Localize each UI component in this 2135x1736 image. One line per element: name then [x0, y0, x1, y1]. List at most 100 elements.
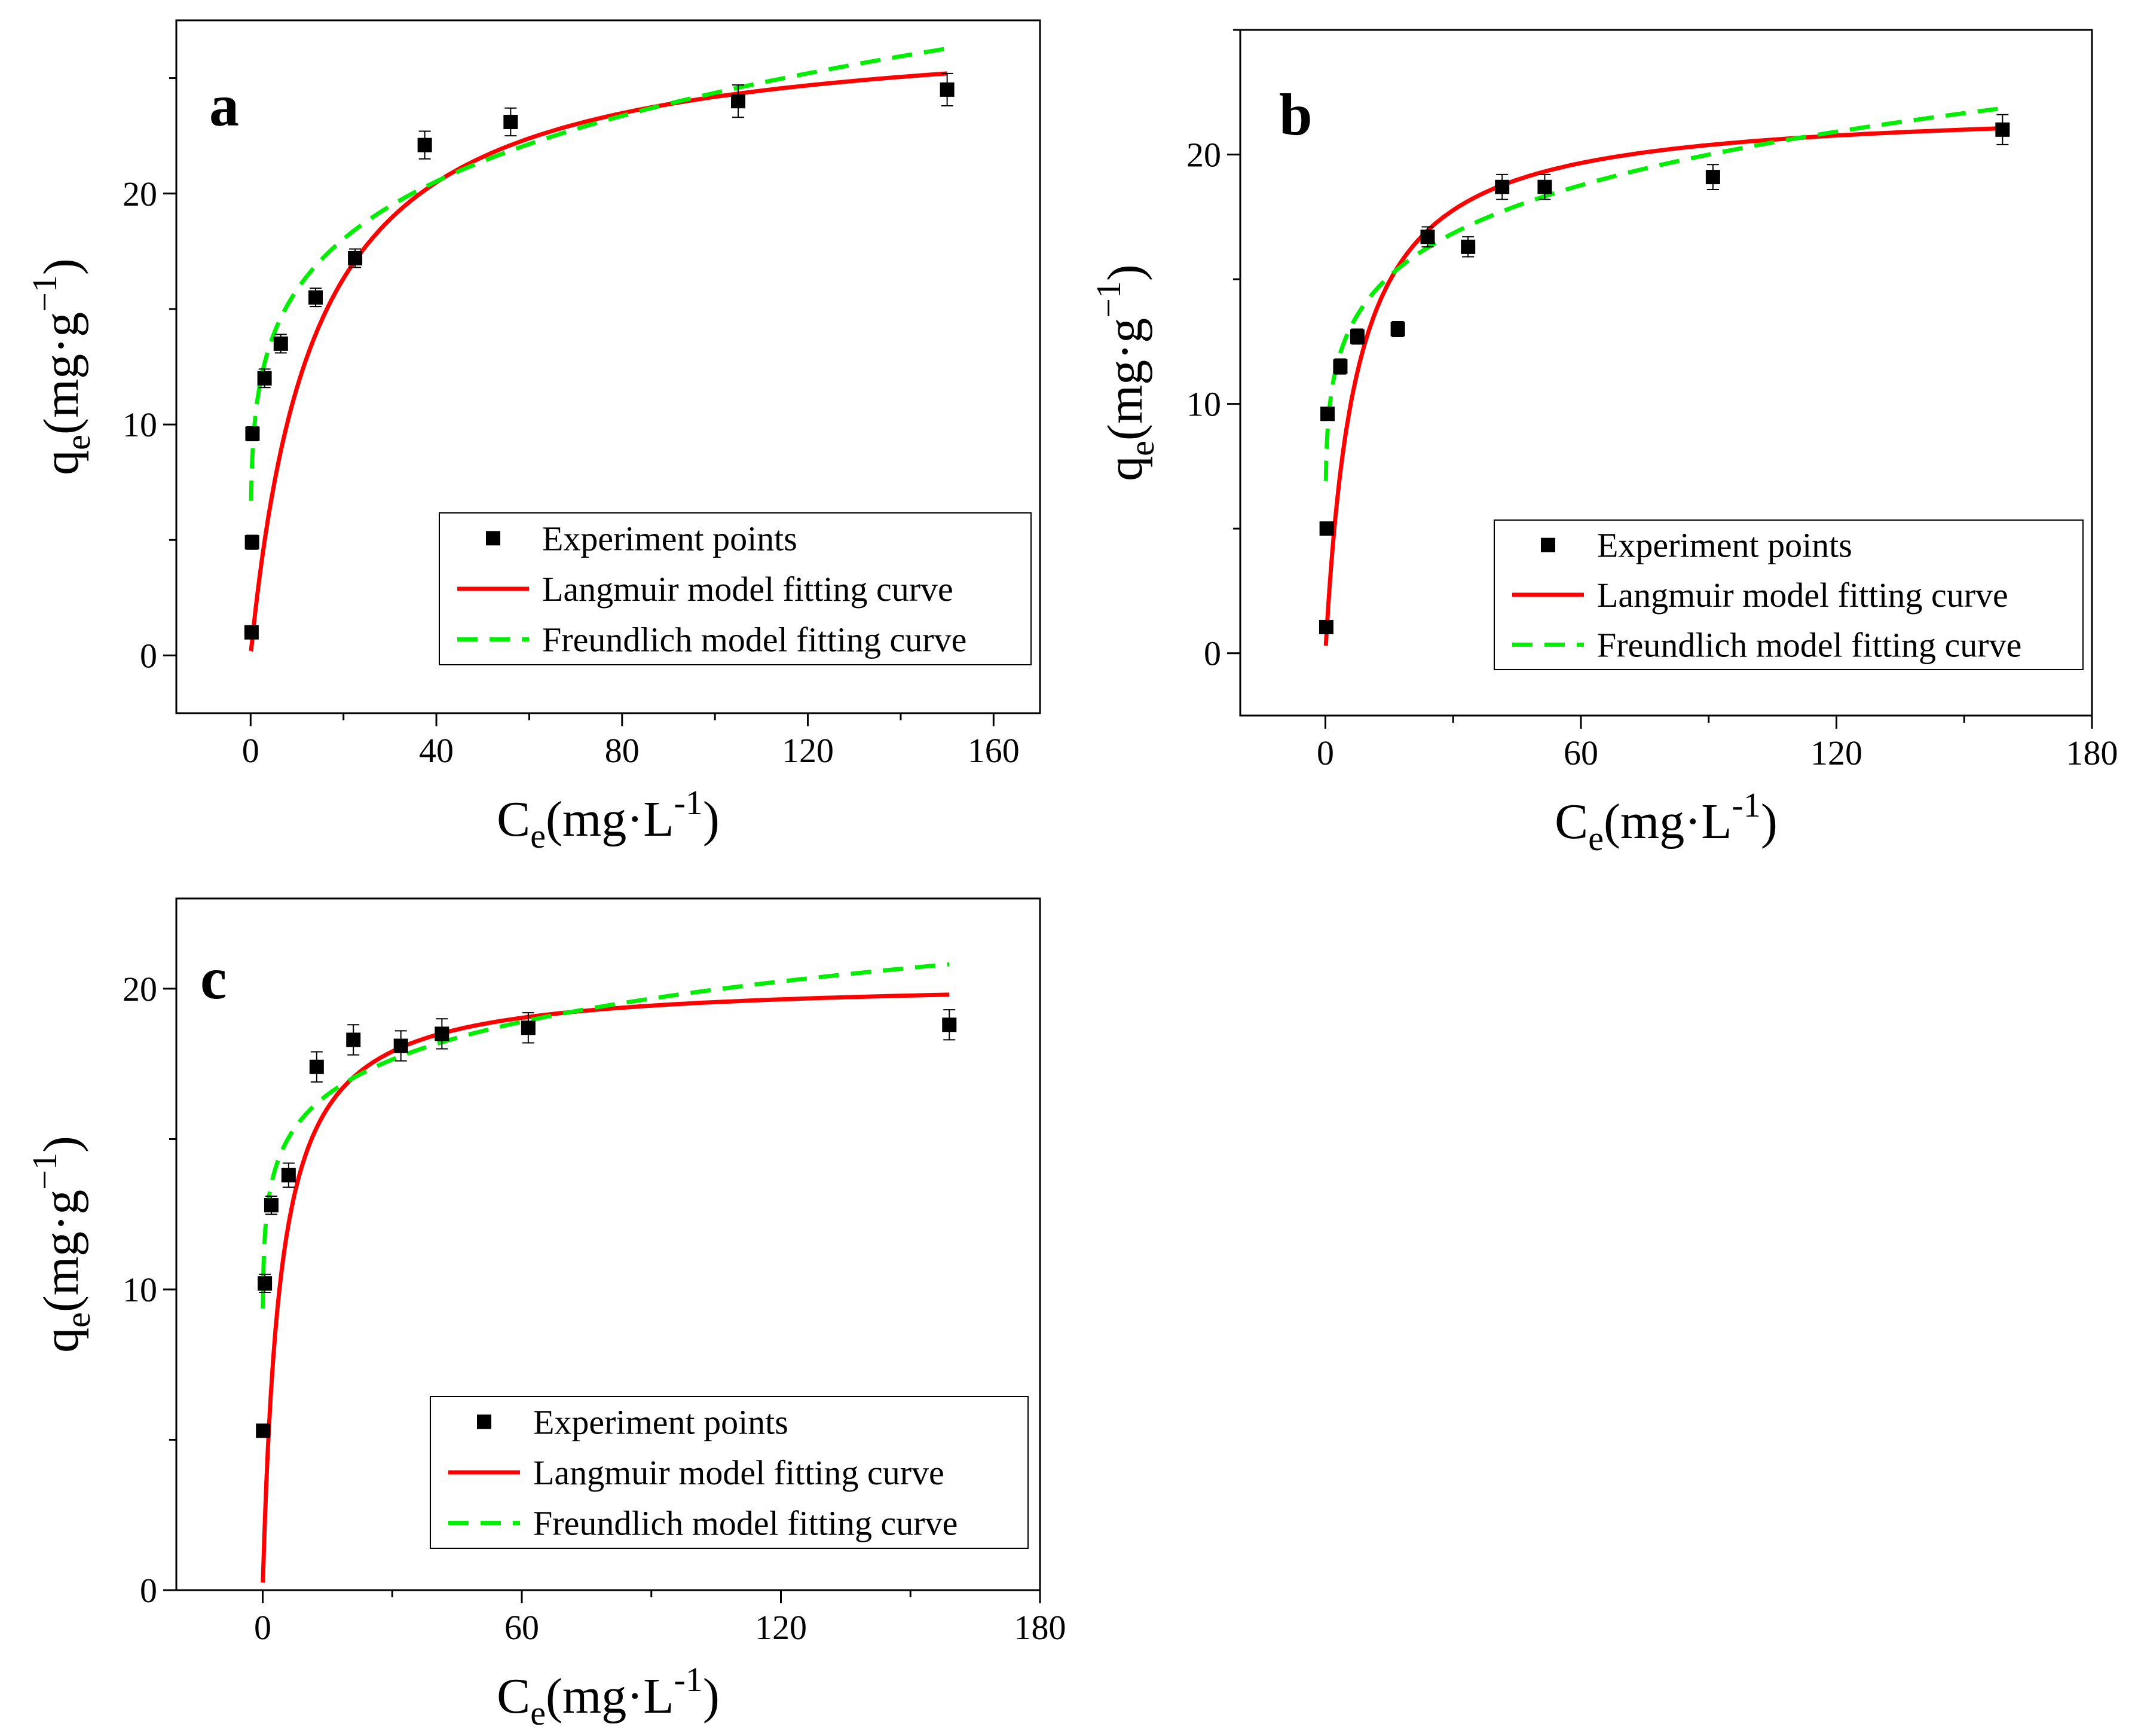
panel-letter: c [200, 945, 227, 1011]
legend-label-freundlich: Freundlich model fitting curve [533, 1504, 958, 1543]
panel-letter: b [1279, 81, 1313, 148]
y-tick-label: 10 [1186, 385, 1221, 424]
x-axis-title-sup: -1 [1732, 786, 1761, 824]
legend-label-langmuir: Langmuir model fitting curve [542, 570, 953, 609]
y-axis-title: qe(mg·g−1) [25, 1136, 97, 1353]
x-axis-title-sup: -1 [674, 783, 703, 822]
legend-symbol-points [1541, 537, 1555, 552]
x-tick-label: 120 [782, 731, 834, 770]
panel-letter: a [209, 72, 239, 139]
x-axis-title-sub: e [530, 1694, 546, 1732]
plot-frame [175, 897, 1041, 1591]
chart-panel-b: 0 60 120 18001020Ce(mg·L-1)qe(mg·g−1)bExper… [1089, 29, 2118, 858]
y-axis-title-sup: −1 [25, 1153, 64, 1190]
legend: Experiment points Langmuir model fitting … [1494, 519, 2084, 670]
experiment-point [435, 1026, 449, 1041]
experiment-point [521, 1020, 536, 1035]
legend-box [1494, 519, 2084, 670]
y-axis-title-unit: (mg·g [33, 312, 89, 435]
x-tick-label: 80 [605, 731, 640, 770]
x-tick-label: 0 [242, 731, 259, 770]
experiment-point [348, 250, 363, 265]
plot-frame [1239, 29, 2093, 717]
legend-symbol-points [477, 1414, 491, 1429]
experiment-point [1495, 179, 1510, 194]
y-axis-title-sub: e [59, 435, 97, 450]
y-tick-label: 0 [140, 636, 157, 675]
experiment-point [1420, 230, 1435, 244]
y-axis-title-unit: (mg·g [1097, 318, 1153, 441]
y-axis-title: qe(mg·g−1) [25, 258, 97, 475]
experiment-point [731, 94, 746, 109]
y-axis-title-sup: −1 [1089, 281, 1128, 318]
experiment-point [245, 426, 260, 441]
legend-label-langmuir: Langmuir model fitting curve [1597, 576, 2008, 615]
x-tick-label: 180 [2066, 733, 2118, 772]
experiment-point [1537, 179, 1552, 194]
x-axis-title-base: C [497, 791, 530, 847]
experiment-point [393, 1038, 408, 1053]
y-axis-title-sup: −1 [25, 275, 64, 312]
x-axis-title-close: ) [703, 1668, 720, 1724]
x-tick-label: 0 [1317, 733, 1334, 772]
chart-panel-a: 0 40 80 120 16001020Ce(mg·L-1)qe(mg·g−1)aExp… [25, 19, 1041, 855]
y-tick-label: 0 [140, 1571, 157, 1610]
legend-box [439, 512, 1032, 665]
experiment-point [264, 1198, 279, 1213]
experiment-point [1461, 239, 1476, 254]
x-axis-title-close: ) [1761, 794, 1778, 849]
freundlich-curve [261, 962, 950, 1309]
x-axis-title-unit: (mg·L [546, 1668, 674, 1724]
x-axis-title: Ce(mg·L-1) [497, 1660, 720, 1732]
legend: Experiment points Langmuir model fitting … [439, 512, 1032, 665]
experiment-point [503, 114, 518, 129]
experiment-point [1333, 359, 1348, 374]
x-tick-label: 60 [1564, 733, 1598, 772]
y-tick-label: 20 [123, 175, 157, 213]
y-axis-title-close: ) [33, 1136, 89, 1153]
x-axis-title-unit: (mg·L [1604, 794, 1732, 849]
x-axis-title-base: C [497, 1668, 530, 1724]
plot-frame [175, 19, 1041, 714]
experiment-point [1350, 329, 1365, 344]
x-tick-label: 40 [419, 731, 454, 770]
experiment-point [244, 625, 259, 640]
experiment-point [257, 371, 272, 386]
chart-panel-c: 0 60 120 18001020Ce(mg·L-1)qe(mg·g−1)cExper… [25, 897, 1066, 1732]
legend-box [430, 1396, 1029, 1549]
experiment-point [942, 1017, 957, 1032]
y-tick-label: 20 [123, 970, 157, 1008]
freundlich-curve [249, 46, 948, 501]
legend-label-freundlich: Freundlich model fitting curve [1597, 625, 2021, 664]
experiment-point [1705, 170, 1720, 185]
y-axis-title-base: q [1097, 456, 1153, 481]
legend-label-points: Experiment points [1597, 526, 1852, 565]
x-axis-title-base: C [1555, 794, 1588, 849]
experiment-point [244, 535, 259, 550]
x-axis-title: Ce(mg·L-1) [497, 783, 720, 855]
legend: Experiment points Langmuir model fitting … [430, 1396, 1029, 1549]
x-tick-label: 0 [254, 1608, 271, 1647]
y-tick-label: 20 [1186, 136, 1221, 175]
experiment-point [940, 82, 955, 97]
experiment-point [1390, 322, 1405, 337]
x-axis-title-sub: e [530, 817, 546, 855]
y-axis-title-base: q [33, 450, 89, 475]
x-axis-title-sup: -1 [674, 1660, 703, 1699]
experiment-point [309, 1059, 324, 1074]
x-axis-title-close: ) [703, 791, 720, 847]
y-axis-title-unit: (mg·g [33, 1190, 89, 1312]
experiment-point [346, 1032, 361, 1047]
x-tick-label: 60 [504, 1608, 539, 1647]
y-tick-label: 10 [123, 405, 157, 444]
experiment-point [1320, 407, 1335, 421]
x-tick-label: 120 [755, 1608, 807, 1647]
y-tick-label: 10 [123, 1270, 157, 1309]
legend-label-freundlich: Freundlich model fitting curve [542, 621, 966, 659]
experiment-point [1319, 619, 1333, 634]
legend-label-points: Experiment points [533, 1402, 788, 1441]
y-axis-title-close: ) [33, 258, 89, 275]
experiment-point [256, 1423, 271, 1438]
experiment-point [1995, 122, 2010, 137]
legend-symbol-points [486, 531, 500, 546]
